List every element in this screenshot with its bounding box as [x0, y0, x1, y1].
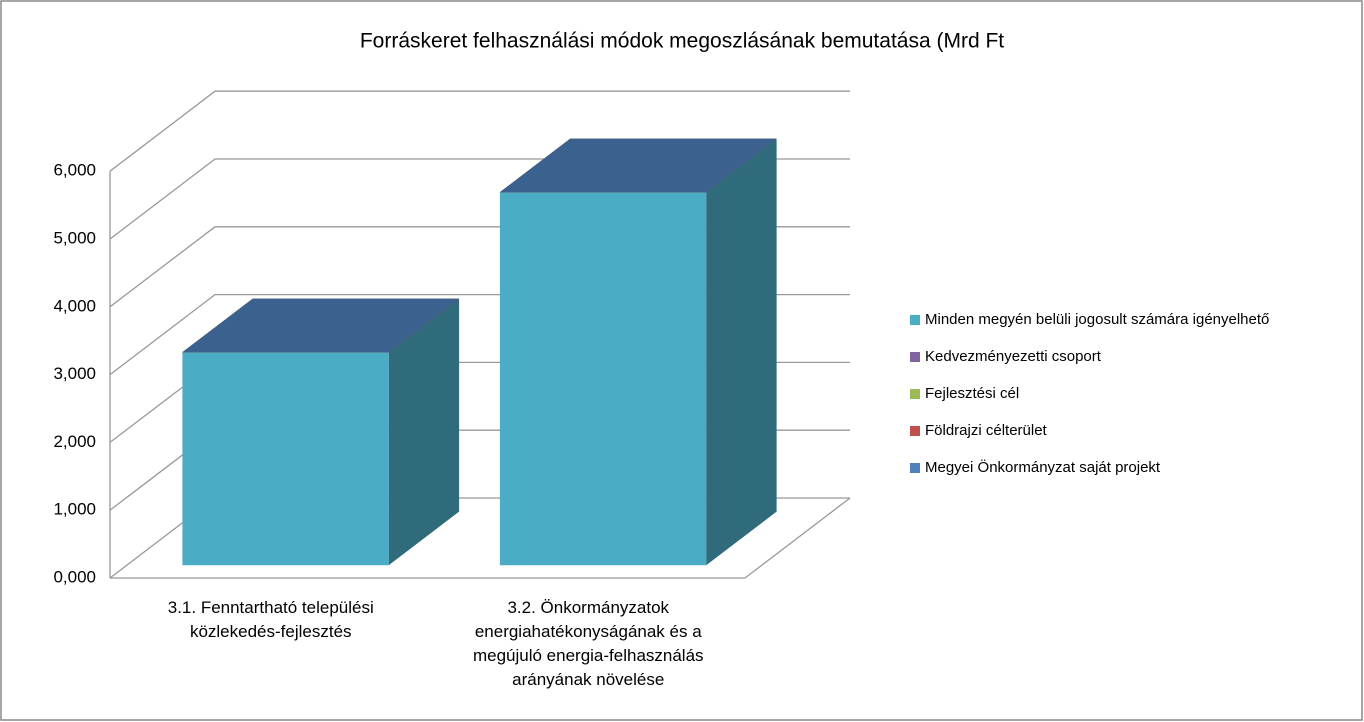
bar-side — [388, 298, 460, 566]
bar-front — [182, 352, 389, 566]
legend-label: Földrajzi célterület — [925, 422, 1048, 439]
floor — [110, 497, 851, 579]
y-tick-label: 5,000 — [53, 228, 96, 247]
legend-label: Kedvezményezetti csoport — [925, 348, 1102, 365]
y-tick-label: 4,000 — [53, 296, 96, 315]
y-tick-label: 6,000 — [53, 161, 96, 180]
legend-swatch — [910, 352, 920, 362]
y-tick-label: 2,000 — [53, 432, 96, 451]
bar — [499, 138, 777, 566]
legend-swatch — [910, 389, 920, 399]
bar-top — [499, 138, 777, 193]
legend-label: Fejlesztési cél — [925, 385, 1019, 402]
y-tick-label: 3,000 — [53, 364, 96, 383]
legend-swatch — [910, 426, 920, 436]
bar — [182, 298, 460, 353]
legend-swatch — [910, 315, 920, 325]
bar — [499, 138, 777, 193]
y-tick-label: 1,000 — [53, 500, 96, 519]
x-tick-label: 3.1. Fenntartható települési közlekedés-… — [167, 598, 374, 641]
legend-label: Minden megyén belüli jogosult számára ig… — [925, 311, 1269, 328]
legend-swatch — [910, 463, 920, 473]
grid-line — [109, 90, 850, 172]
legend-label: Megyei Önkormányzat saját projekt — [925, 458, 1161, 476]
y-tick-label: 0,000 — [53, 567, 96, 586]
bar-top — [182, 298, 460, 353]
bar-front — [499, 192, 707, 566]
bar-side — [706, 138, 777, 566]
x-tick-label: 3.2. Önkormányzatok energiahatékonyságán… — [472, 598, 704, 689]
chart-title: Forráskeret felhasználási módok megoszlá… — [360, 30, 1004, 53]
